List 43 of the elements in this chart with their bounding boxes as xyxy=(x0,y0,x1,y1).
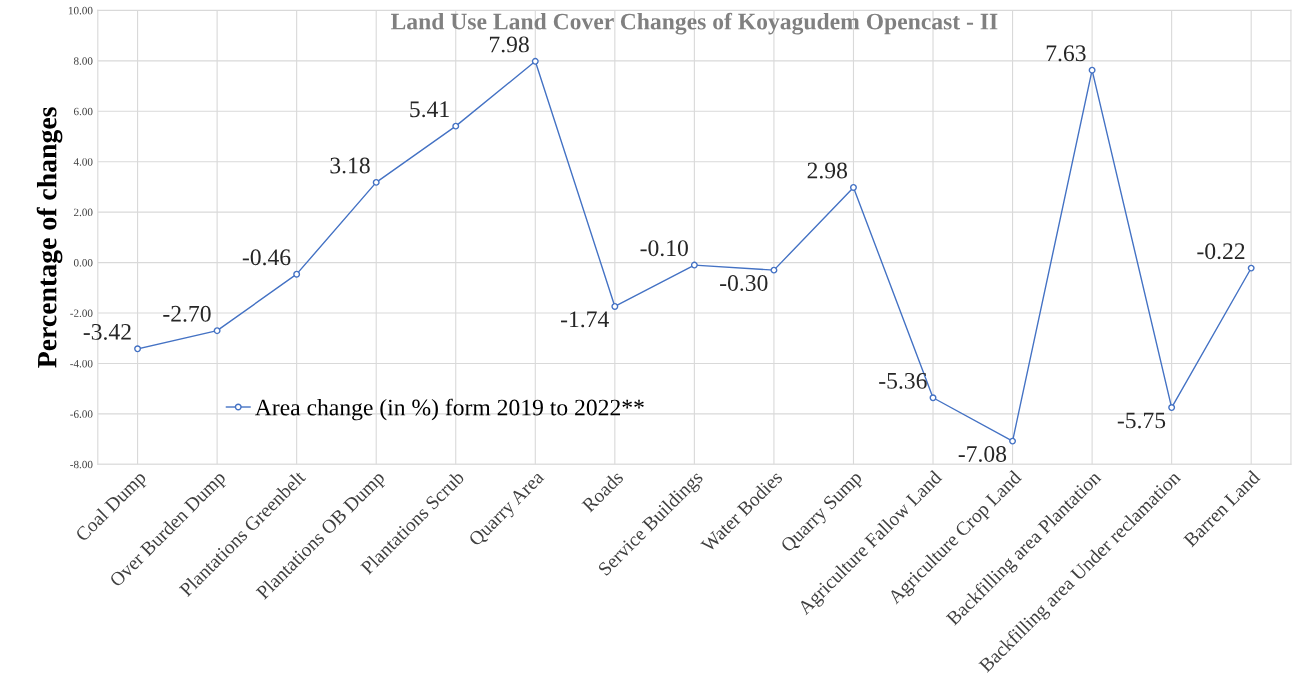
point xyxy=(1168,404,1176,412)
y-tick-label: 6.00 xyxy=(73,107,93,116)
data-label: -3.42 xyxy=(83,323,131,340)
data-label: -0.46 xyxy=(242,249,291,266)
data-label: -0.30 xyxy=(720,274,768,292)
data-label: 2.98 xyxy=(807,162,848,179)
legend-label: Area change (in %) form 2019 to 2022** xyxy=(255,398,644,421)
y-tick-label: -8.00 xyxy=(70,460,93,469)
point xyxy=(770,266,778,274)
y-tick-label: -2.00 xyxy=(70,309,93,318)
data-label: -7.08 xyxy=(958,445,1007,462)
data-label: -2.70 xyxy=(163,305,211,322)
y-tick-label: 8.00 xyxy=(73,57,93,65)
point xyxy=(1088,66,1096,74)
point xyxy=(293,270,301,278)
y-tick-label: 10.00 xyxy=(68,6,93,15)
point xyxy=(213,327,221,335)
point xyxy=(1009,437,1017,445)
chart-title: Land Use Land Cover Changes of Koyagudem Opencast - II xyxy=(390,12,998,35)
point xyxy=(372,178,380,186)
data-label: 7.98 xyxy=(489,36,529,53)
point xyxy=(452,122,460,130)
data-label: 3.18 xyxy=(330,157,370,174)
point xyxy=(690,261,698,269)
point xyxy=(531,57,539,65)
y-tick-label: -4.00 xyxy=(70,359,93,368)
data-label: -5.36 xyxy=(879,372,927,389)
point xyxy=(1247,264,1255,272)
point xyxy=(849,183,857,191)
data-label: -1.74 xyxy=(560,311,609,328)
point xyxy=(134,345,142,353)
data-label: 5.41 xyxy=(410,101,449,118)
data-label: -0.10 xyxy=(640,240,688,257)
y-tick-label: 4.00 xyxy=(73,158,93,166)
data-label: -0.22 xyxy=(1197,243,1245,260)
data-label: 7.63 xyxy=(1046,45,1086,62)
point xyxy=(611,302,619,310)
data-label: -5.75 xyxy=(1117,412,1166,429)
y-tick-label: 2.00 xyxy=(73,208,93,217)
y-tick-label: -6.00 xyxy=(70,410,93,418)
y-tick-label: 0.00 xyxy=(73,259,93,267)
point xyxy=(929,394,937,402)
y-axis-title: Percentage of changes xyxy=(36,107,63,368)
